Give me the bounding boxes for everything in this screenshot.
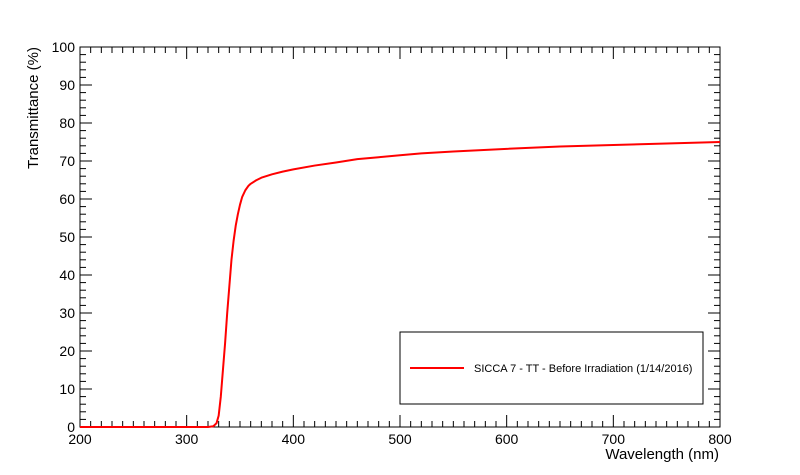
y-tick-label: 70 bbox=[59, 153, 75, 169]
y-tick-label: 20 bbox=[59, 343, 75, 359]
legend-label: SICCA 7 - TT - Before Irradiation (1/14/… bbox=[474, 363, 692, 375]
x-tick-label: 500 bbox=[388, 431, 412, 447]
x-tick-label: 200 bbox=[68, 431, 92, 447]
x-tick-label: 800 bbox=[708, 431, 732, 447]
axis-ticks bbox=[79, 46, 721, 428]
y-axis-title: Transmittance (%) bbox=[25, 47, 42, 169]
series-line-0 bbox=[80, 141, 721, 428]
y-tick-label: 60 bbox=[59, 191, 75, 207]
y-tick-label: 40 bbox=[59, 267, 75, 283]
y-tick-label: 90 bbox=[59, 77, 75, 93]
x-axis-title: Wavelength (nm) bbox=[605, 446, 719, 463]
legend: SICCA 7 - TT - Before Irradiation (1/14/… bbox=[399, 331, 704, 405]
x-tick-label: 600 bbox=[495, 431, 519, 447]
y-tick-label: 50 bbox=[59, 229, 75, 245]
y-tick-label: 100 bbox=[52, 39, 76, 55]
x-tick-label: 400 bbox=[282, 431, 306, 447]
y-tick-label: 80 bbox=[59, 115, 75, 131]
x-tick-label: 700 bbox=[602, 431, 626, 447]
y-tick-label: 10 bbox=[59, 381, 75, 397]
series-lines bbox=[80, 141, 721, 428]
y-tick-label: 30 bbox=[59, 305, 75, 321]
tick-labels: 200 300 400 500 600 700 800 0 10 20 30 40 50 60 70 80 90… bbox=[52, 39, 732, 447]
x-tick-label: 300 bbox=[175, 431, 199, 447]
y-tick-label: 0 bbox=[67, 419, 75, 435]
